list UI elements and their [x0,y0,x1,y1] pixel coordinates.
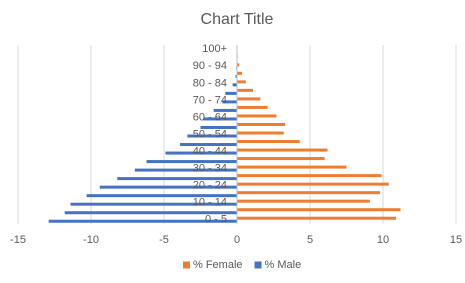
bar [99,185,237,189]
x-tick-label: 0 [234,234,240,246]
y-tick-label: 90 - 94 [193,60,227,72]
bar [213,108,237,112]
bar [165,151,237,155]
bar [222,100,237,104]
y-tick-label: 70 - 74 [193,94,227,106]
bar [180,143,237,147]
bar [48,219,237,223]
bar [237,114,277,118]
bar [235,74,237,78]
bar [187,134,237,138]
bar [237,71,243,75]
legend-label: % Female [193,259,243,271]
y-tick-label: 60 - 64 [193,111,227,123]
bar [237,199,370,203]
y-tick-label: 30 - 34 [193,163,227,175]
bar [237,140,300,144]
bar [237,148,328,152]
chart-title: Chart Title [201,11,274,28]
bar [237,80,246,84]
y-tick-label: 80 - 84 [193,77,227,89]
x-tick-label: -5 [159,234,169,246]
bar [237,105,268,109]
bar [146,160,237,164]
legend-swatch [254,261,262,269]
bar [237,63,240,67]
y-tick-label: 0 - 5 [205,214,227,226]
x-tick-label: 5 [307,234,313,246]
bar [237,131,284,135]
legend-label: % Male [265,259,302,271]
bar [237,191,381,195]
x-tick-label: -10 [83,234,99,246]
bar [225,91,237,95]
y-tick-label: 10 - 14 [193,197,227,209]
y-tick-label: 50 - 54 [193,128,227,140]
x-tick-label: -15 [10,234,26,246]
bar [237,157,325,161]
bar [237,174,382,178]
bar [134,168,237,172]
y-tick-label: 20 - 24 [193,180,227,192]
bar [237,182,389,186]
bar [237,88,254,92]
bar [237,122,286,126]
bar [70,202,237,206]
bar [232,83,237,87]
bar [237,97,261,101]
bar [237,216,397,220]
bar [203,117,237,121]
bar [237,165,347,169]
x-tick-label: 15 [450,234,462,246]
bar [237,208,401,212]
x-tick-label: 10 [377,234,389,246]
y-tick-label: 40 - 44 [193,145,227,157]
bar [86,194,238,198]
y-tick-label: 100+ [202,43,227,55]
bar [64,211,237,215]
bar [200,125,237,129]
legend-swatch [183,261,190,269]
bar [117,177,237,181]
